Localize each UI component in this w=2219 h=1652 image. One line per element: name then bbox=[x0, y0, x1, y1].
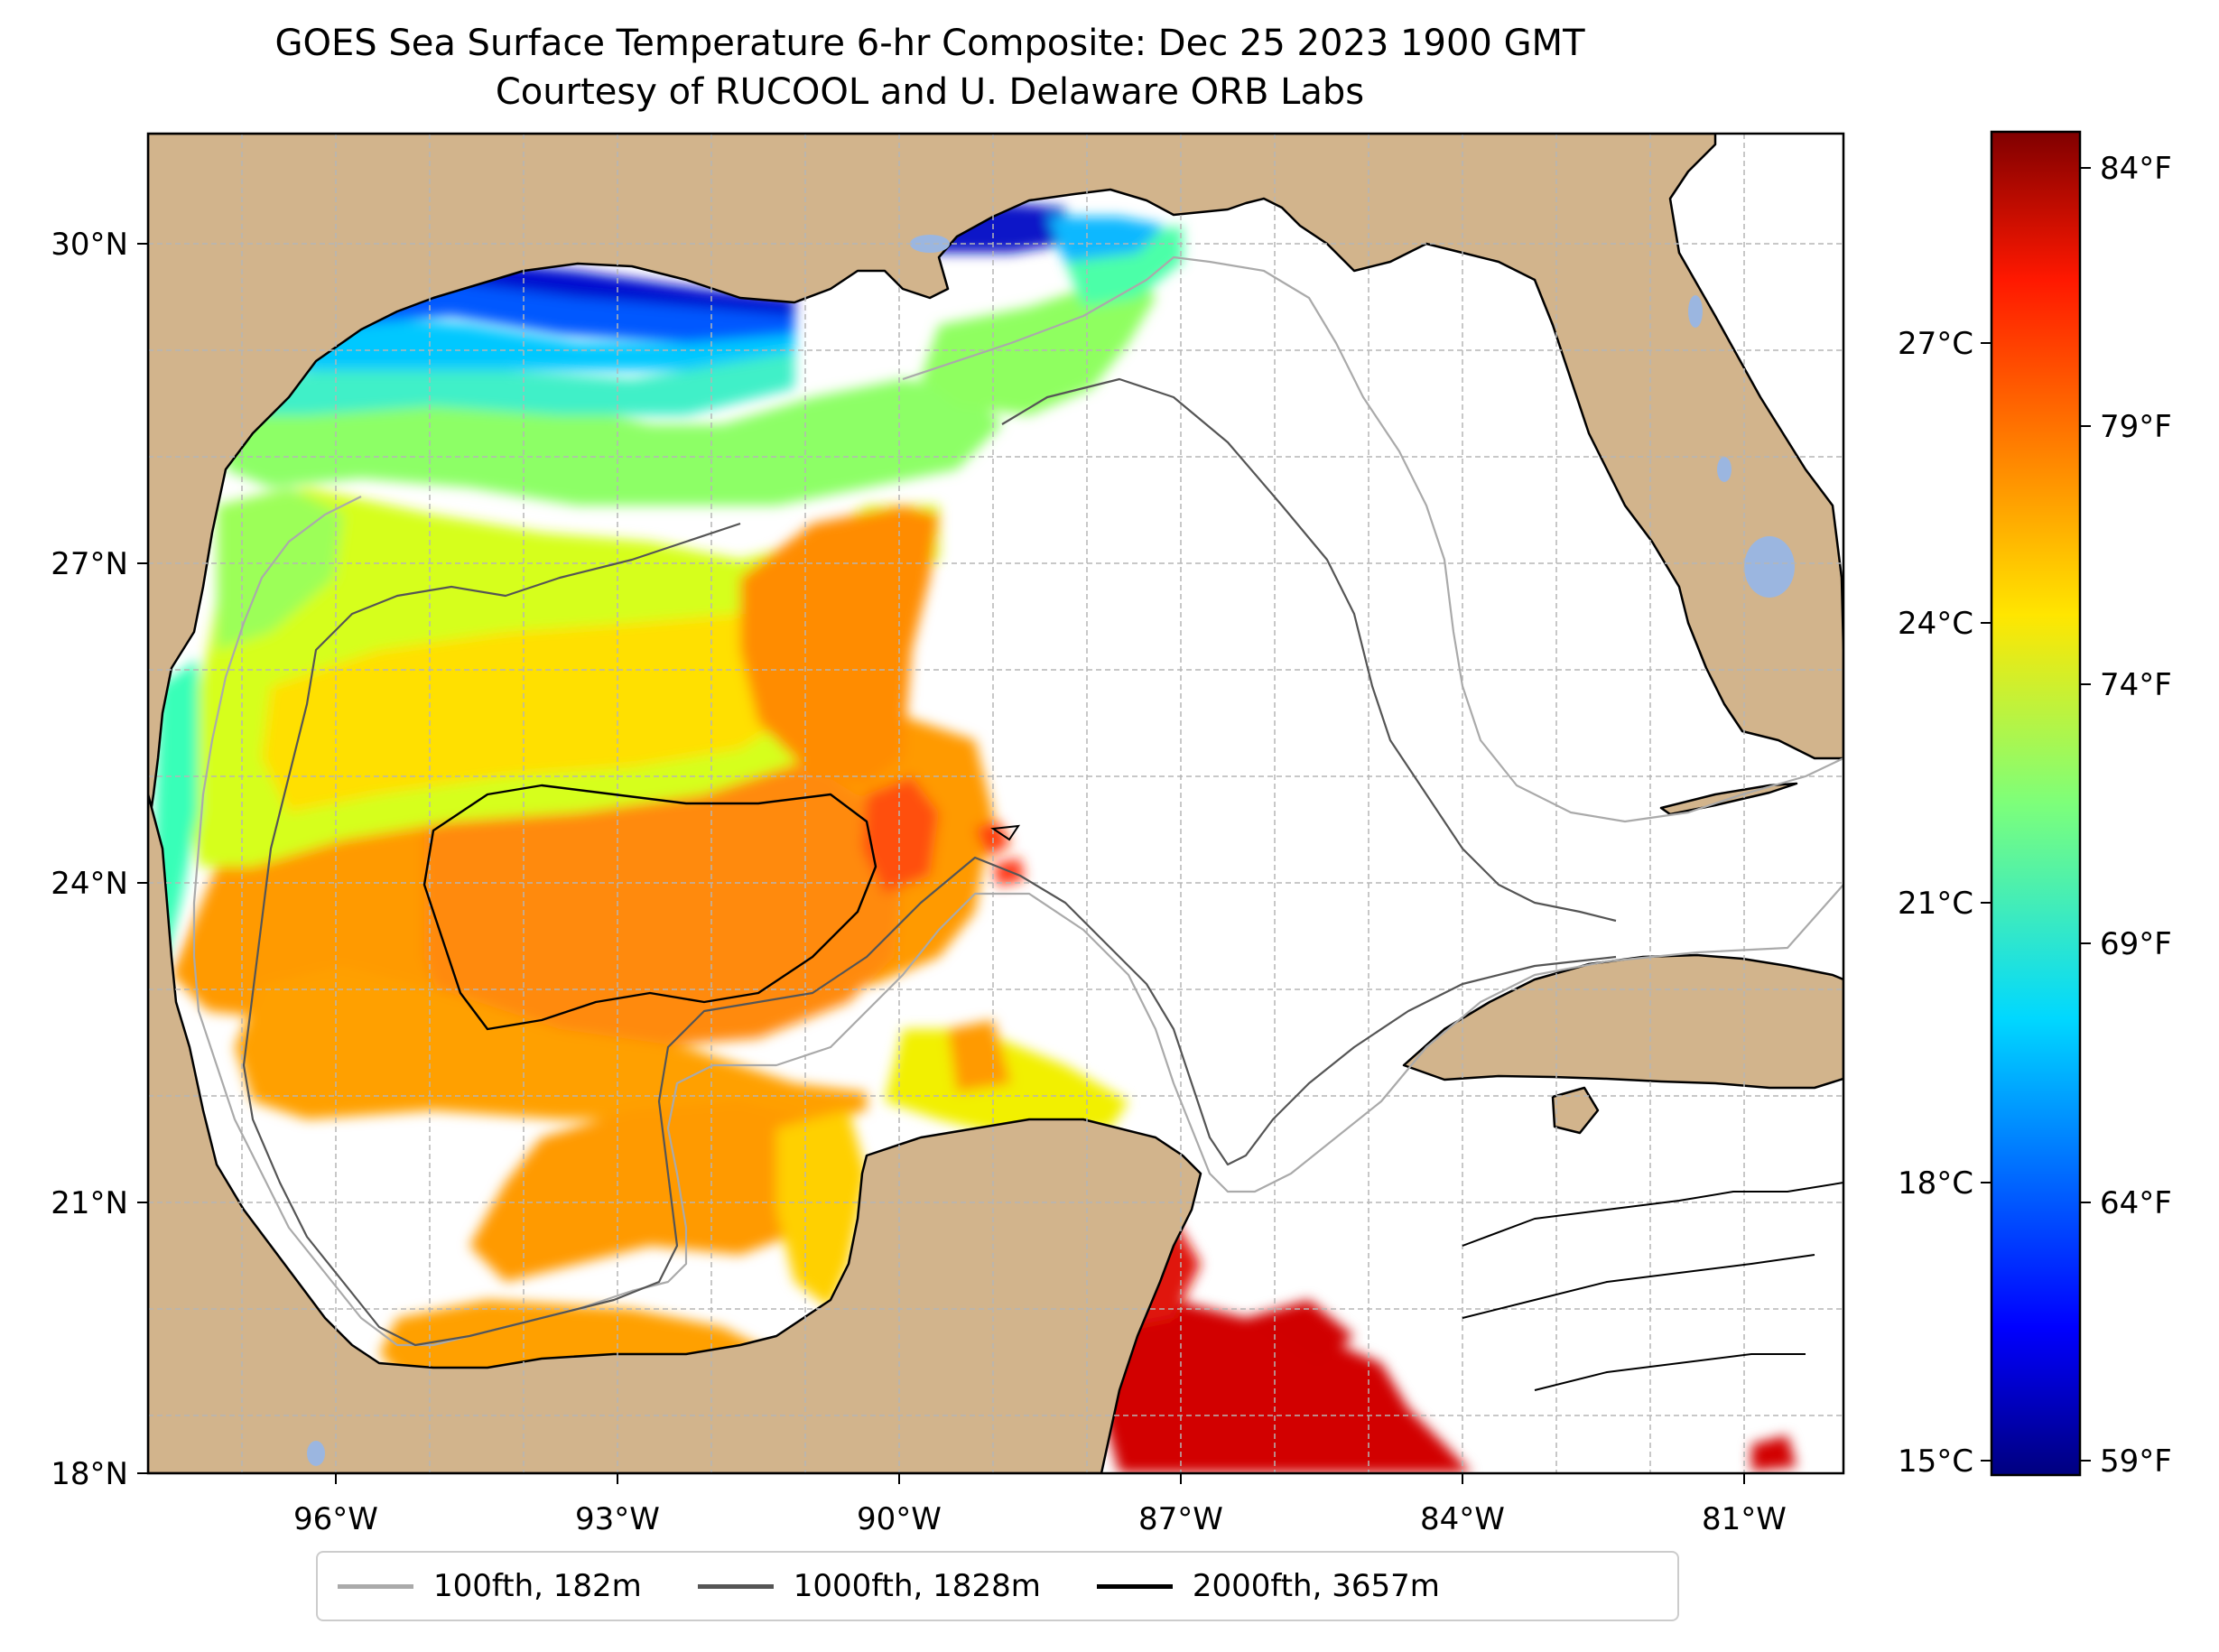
cb-label-69f: 69°F bbox=[2100, 926, 2172, 962]
land-cuba bbox=[1402, 953, 1843, 1090]
map-title: GOES Sea Surface Temperature 6-hr Compos… bbox=[274, 23, 1585, 64]
map-area bbox=[148, 134, 1843, 1473]
sst-green-shelf bbox=[226, 379, 1002, 506]
lon-labels: 96°W 93°W 90°W 87°W 84°W 81°W bbox=[293, 1473, 1787, 1537]
gridlines bbox=[148, 134, 1843, 1473]
lake-mexico-south bbox=[307, 1441, 325, 1466]
sst-yellow bbox=[262, 614, 812, 812]
contour-100fth bbox=[192, 255, 1843, 1347]
sst-orange-east bbox=[740, 506, 939, 785]
land bbox=[148, 134, 1843, 1473]
cb-label-18c: 18°C bbox=[1898, 1165, 1973, 1202]
bathymetry-contours bbox=[192, 255, 1843, 1391]
legend-label-1000fth: 1000fth, 1828m bbox=[793, 1568, 1041, 1604]
lon-label-96w: 96°W bbox=[293, 1501, 378, 1537]
sst-cyan-louisiana bbox=[1047, 217, 1165, 262]
inland-water bbox=[307, 235, 1795, 1466]
legend-item-1000fth: 1000fth, 1828m bbox=[697, 1568, 1041, 1604]
sst-light-green-east-shelf bbox=[921, 271, 1156, 415]
land-mexico-west bbox=[148, 793, 1202, 1473]
cb-label-15c: 15°C bbox=[1898, 1443, 1973, 1480]
lon-label-81w: 81°W bbox=[1702, 1501, 1787, 1537]
contour-2000fth-cayman bbox=[1462, 1182, 1843, 1391]
lat-label-24n: 24°N bbox=[51, 866, 128, 902]
cb-label-27c: 27°C bbox=[1898, 326, 1973, 362]
sst-south-orange-2 bbox=[469, 1101, 849, 1282]
map-frame bbox=[146, 132, 1845, 1475]
lat-label-18n: 18°N bbox=[51, 1456, 128, 1492]
sst-yellow-campeche bbox=[776, 1110, 867, 1309]
cb-label-64f: 64°F bbox=[2100, 1185, 2172, 1221]
sst-cyan-blue bbox=[271, 316, 794, 370]
lon-label-84w: 84°W bbox=[1420, 1501, 1505, 1537]
legend-item-2000fth: 2000fth, 3657m bbox=[1096, 1568, 1440, 1604]
legend-line-2000fth bbox=[1096, 1583, 1173, 1589]
contour-1000fth bbox=[242, 377, 1617, 1347]
sst-aqua-east-shelf bbox=[1065, 226, 1183, 307]
lon-label-87w: 87°W bbox=[1138, 1501, 1223, 1537]
sst-red-yucatan-channel bbox=[1101, 1300, 1472, 1473]
colorbar: 15°C 18°C 21°C 24°C 27°C 59°F 64°F 69°F … bbox=[1898, 130, 2172, 1480]
lake-okeechobee bbox=[1744, 536, 1795, 598]
sst-south-orange bbox=[235, 966, 867, 1128]
legend-label-2000fth: 2000fth, 3657m bbox=[1192, 1568, 1440, 1604]
legend-line-100fth bbox=[338, 1583, 413, 1589]
lon-label-90w: 90°W bbox=[857, 1501, 942, 1537]
legend-line-1000fth bbox=[697, 1583, 774, 1589]
cb-label-79f: 79°F bbox=[2100, 409, 2172, 445]
cb-label-84f: 84°F bbox=[2100, 151, 2172, 187]
island-outlines bbox=[990, 824, 1021, 841]
lon-label-93w: 93°W bbox=[575, 1501, 660, 1537]
lat-label-30n: 30°N bbox=[51, 227, 128, 263]
lat-label-27n: 27°N bbox=[51, 546, 128, 582]
sst-orange-red-patch bbox=[862, 776, 939, 894]
sst-red-southeast bbox=[1751, 1435, 1797, 1471]
land-isla-juventud bbox=[1551, 1086, 1600, 1135]
lat-labels: 30°N 27°N 24°N 21°N 18°N bbox=[51, 227, 148, 1492]
lake-florida-2 bbox=[1717, 457, 1732, 482]
legend-item-100fth: 100fth, 182m bbox=[338, 1568, 642, 1604]
contour-2000fth bbox=[422, 784, 877, 1031]
cb-label-59f: 59°F bbox=[2100, 1443, 2172, 1480]
legend-label-100fth: 100fth, 182m bbox=[433, 1568, 642, 1604]
lake-florida-1 bbox=[1688, 295, 1703, 328]
contour-legend: 100fth, 182m 1000fth, 1828m 2000fth, 365… bbox=[316, 1551, 1679, 1621]
island-yucatan-reef bbox=[990, 824, 1021, 841]
sst-red-blob-east bbox=[1246, 1300, 1354, 1363]
colorbar-gradient bbox=[1990, 130, 2082, 1477]
lat-label-21n: 21°N bbox=[51, 1185, 128, 1221]
cb-label-21c: 21°C bbox=[1898, 886, 1973, 922]
cb-label-24c: 24°C bbox=[1898, 606, 1973, 642]
sst-orange-central bbox=[424, 749, 903, 1047]
sst-yellow-orange-blob-far bbox=[948, 1020, 1011, 1092]
cb-label-74f: 74°F bbox=[2100, 667, 2172, 703]
map-subtitle: Courtesy of RUCOOL and U. Delaware ORB L… bbox=[495, 71, 1365, 113]
